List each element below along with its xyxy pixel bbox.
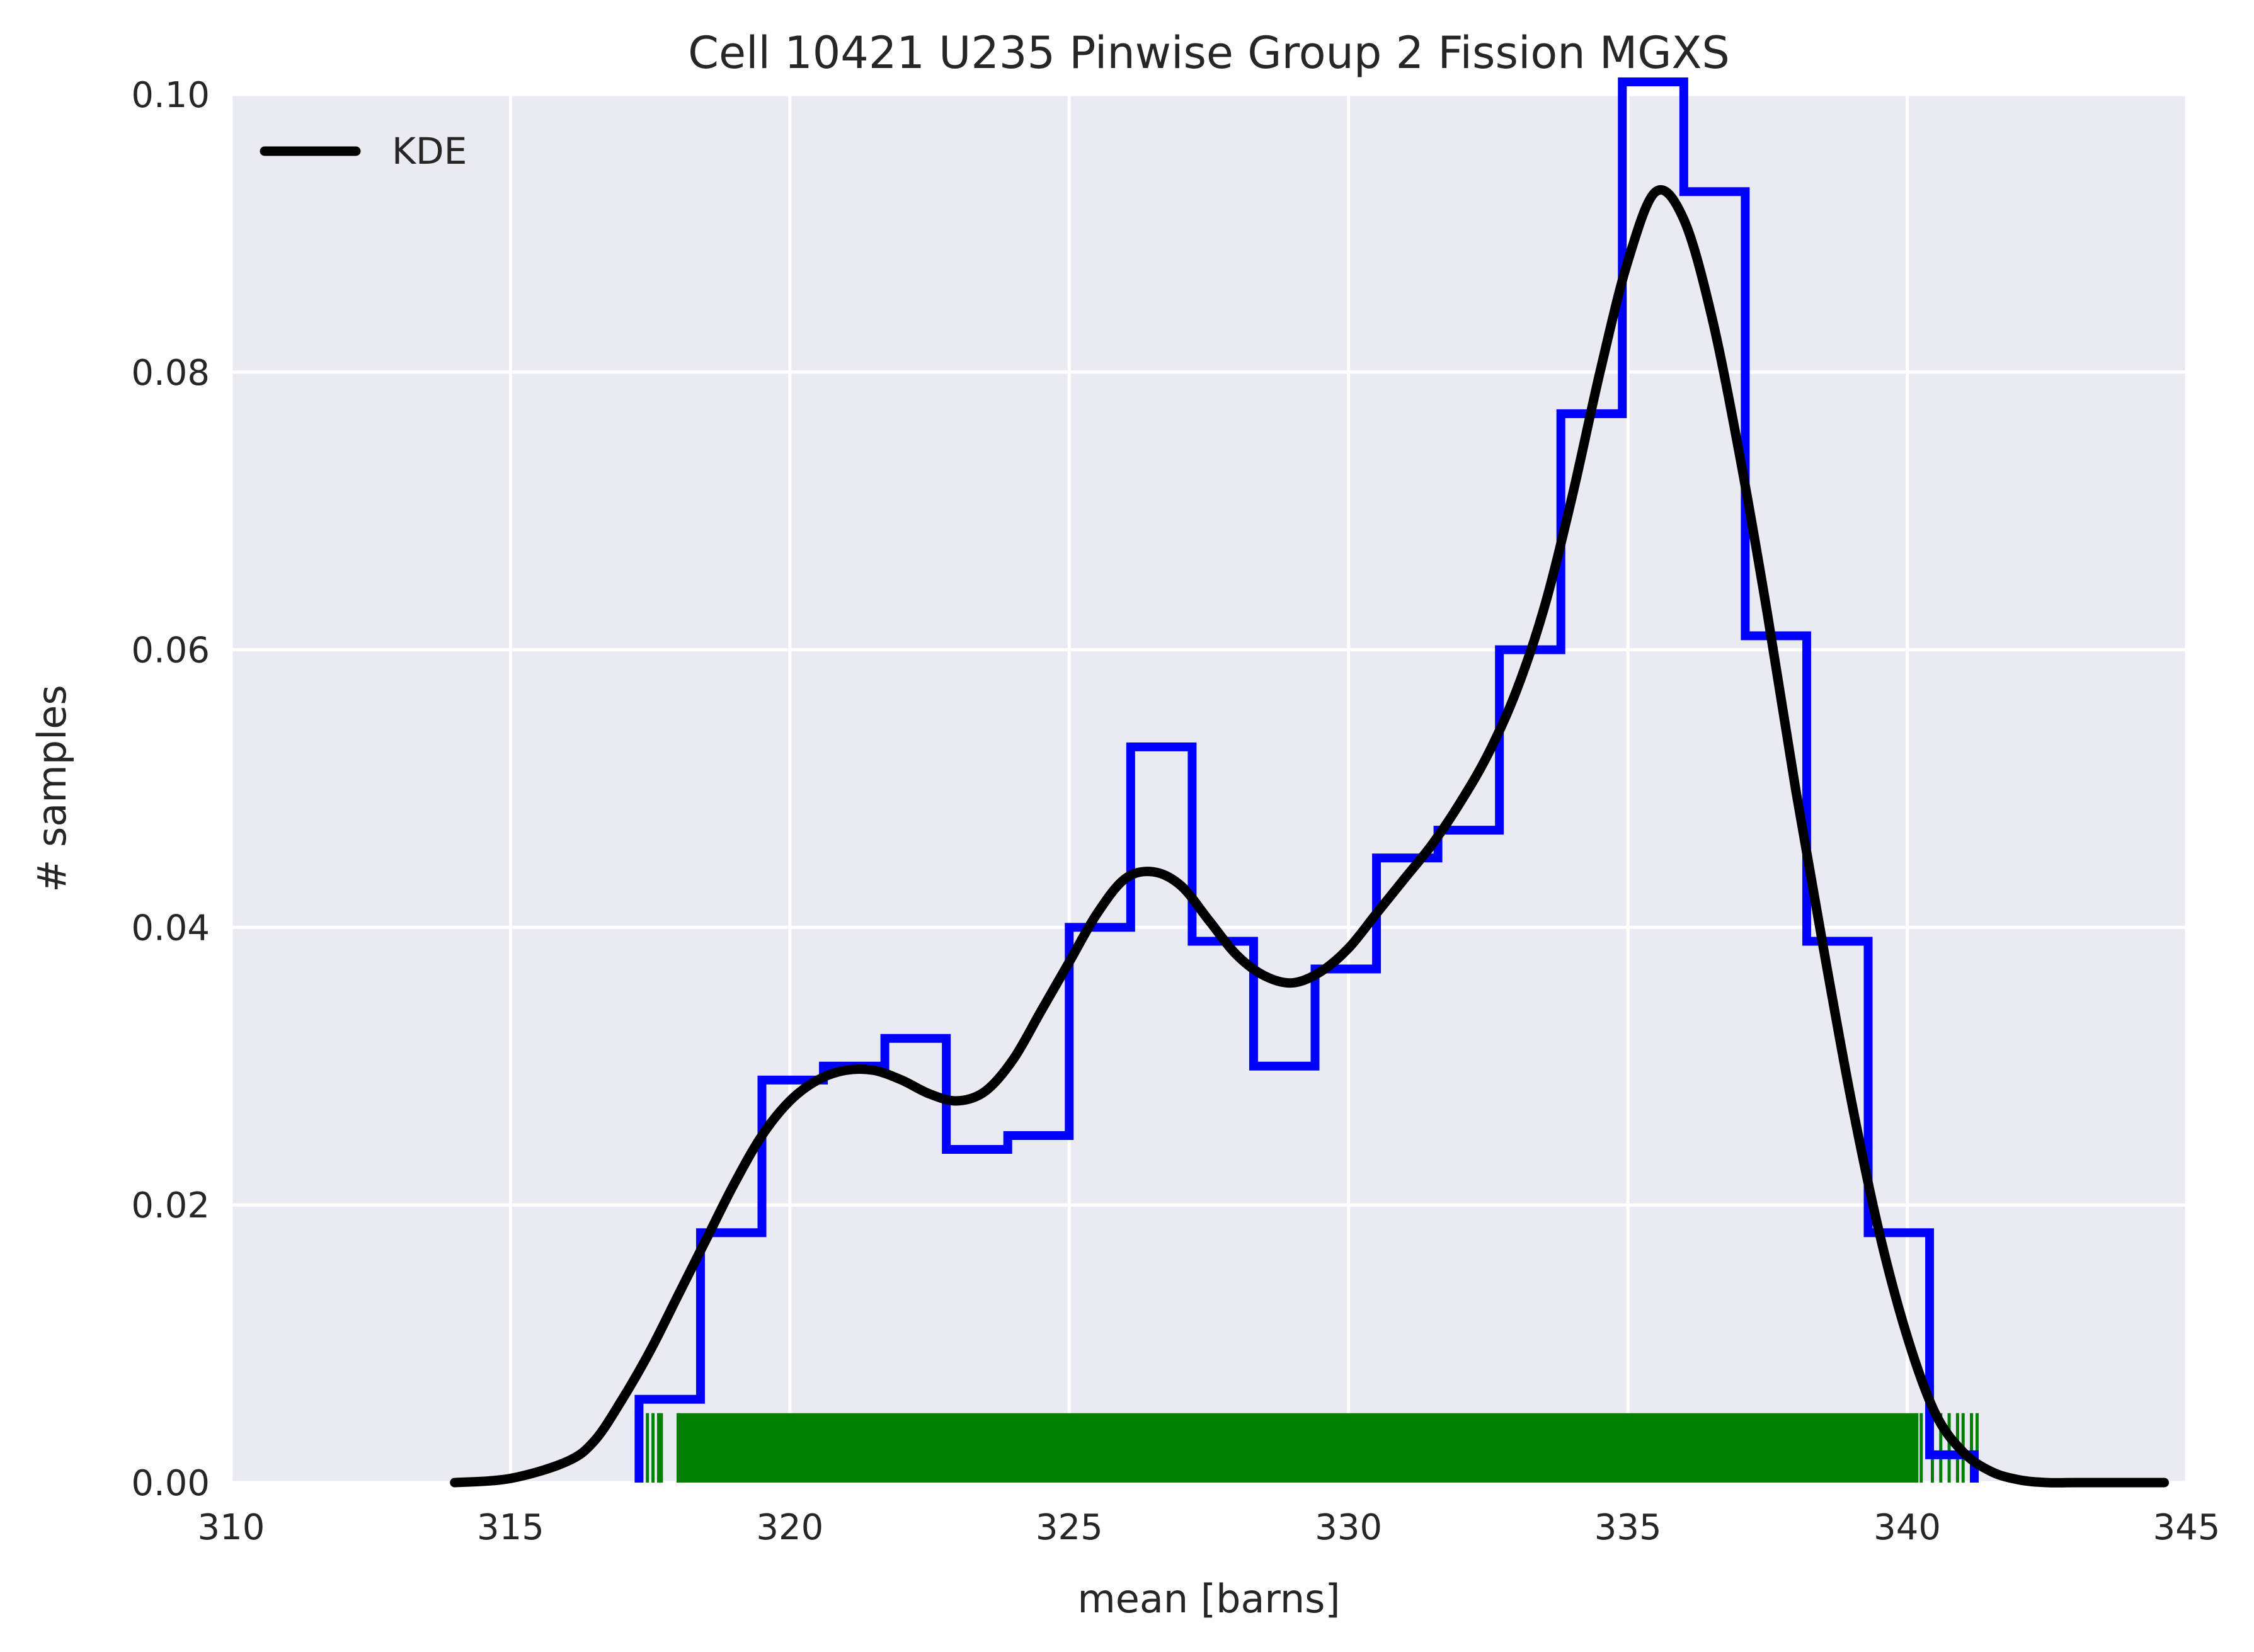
x-tick-label: 345 [2153,1507,2221,1548]
y-axis-label: # samples [29,685,75,892]
rug [634,1413,1979,1483]
x-tick-label: 320 [756,1507,823,1548]
x-tick-label: 325 [1036,1507,1103,1548]
x-tick-label: 315 [477,1507,544,1548]
y-tick-label: 0.06 [131,630,210,671]
x-tick-label: 335 [1594,1507,1662,1548]
x-tick-label: 330 [1315,1507,1382,1548]
y-tick-label: 0.02 [131,1185,210,1226]
chart-title: Cell 10421 U235 Pinwise Group 2 Fission … [688,27,1730,79]
y-ticks: 0.00 0.02 0.04 0.06 0.08 0.10 [131,75,210,1504]
legend: KDE [260,130,467,173]
legend-kde-label: KDE [392,130,467,173]
rug-band [678,1413,1919,1483]
y-tick-label: 0.00 [131,1463,210,1504]
x-tick-label: 340 [1874,1507,1941,1548]
y-tick-label: 0.08 [131,353,210,394]
y-tick-label: 0.04 [131,908,210,948]
x-axis-label: mean [barns] [1077,1576,1340,1622]
plot-background [231,94,2187,1483]
y-tick-label: 0.10 [131,75,210,116]
x-tick-label: 310 [198,1507,265,1548]
kde-line [450,185,2170,1488]
x-ticks: 310 315 320 325 330 335 340 345 [198,1507,2221,1548]
